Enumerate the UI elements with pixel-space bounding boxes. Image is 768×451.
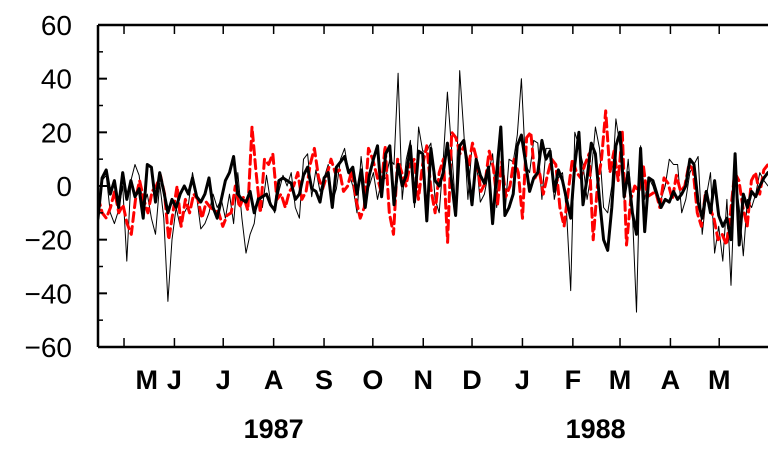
y-tick-label: −40	[25, 278, 73, 309]
x-month-label: M	[708, 365, 731, 395]
x-month-label: M	[609, 365, 632, 395]
x-month-label: F	[565, 365, 582, 395]
x-month-label: S	[315, 365, 333, 395]
x-month-label: A	[264, 365, 284, 395]
plot-area	[98, 70, 768, 313]
axes	[96, 23, 768, 349]
x-month-label: A	[661, 365, 681, 395]
x-month-label: J	[216, 365, 231, 395]
y-tick-label: 40	[41, 64, 72, 95]
x-month-label: N	[413, 365, 433, 395]
x-month-label: D	[462, 365, 482, 395]
series-line-thick-solid	[98, 125, 768, 252]
x-month-label: O	[362, 365, 383, 395]
y-tick-label: −20	[25, 225, 73, 256]
y-tick-label: 60	[41, 10, 72, 41]
y-tick-label: −60	[25, 332, 73, 363]
y-tick-label: 0	[56, 171, 72, 202]
x-year-label: 1988	[566, 414, 626, 444]
series-line-thin-solid	[98, 70, 768, 313]
x-month-label: J	[515, 365, 530, 395]
x-month-label: J	[167, 365, 182, 395]
y-tick-label: 20	[41, 117, 72, 148]
x-year-label: 1987	[244, 414, 304, 444]
x-month-label: M	[136, 365, 159, 395]
